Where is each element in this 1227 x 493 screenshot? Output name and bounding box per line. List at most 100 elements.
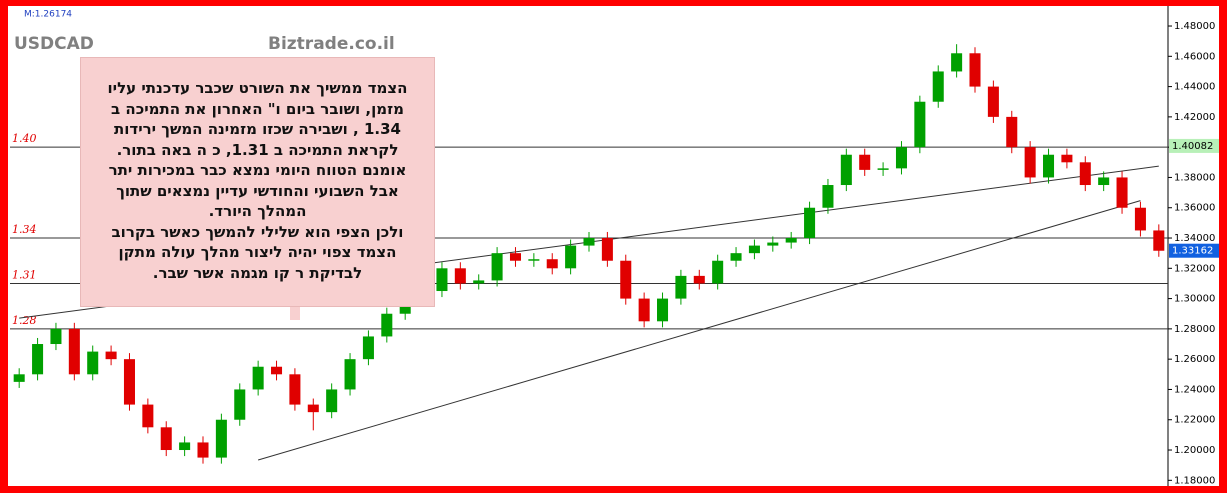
candle-body	[840, 154, 852, 186]
candle-body	[1024, 147, 1036, 178]
candle-body	[804, 207, 816, 239]
candle-body	[1098, 177, 1110, 186]
candle-body	[638, 298, 650, 322]
candle-body	[123, 359, 135, 405]
candle-body	[68, 328, 80, 375]
candle-body	[454, 268, 466, 284]
y-tick-label: 1.24000	[1174, 384, 1215, 395]
y-tick-label: 1.38000	[1174, 172, 1215, 183]
y-tick-label: 1.36000	[1174, 203, 1215, 214]
y-tick-label: 1.32000	[1174, 263, 1215, 274]
candle-body	[675, 275, 687, 299]
candle-body	[620, 260, 632, 299]
candle-body	[50, 328, 62, 345]
candle-body	[601, 238, 613, 261]
y-tick-label: 1.26000	[1174, 354, 1215, 365]
candle-body	[307, 404, 319, 413]
candle-body	[951, 53, 963, 72]
y-tick-label: 1.44000	[1174, 82, 1215, 93]
y-tick-label: 1.42000	[1174, 112, 1215, 123]
y-tick-label: 1.22000	[1174, 415, 1215, 426]
candle-body	[271, 366, 283, 375]
note-line: הצמד ממשיך את השורט שכבר עדכנתי עליו	[107, 79, 408, 97]
candle-body	[583, 238, 595, 246]
candle-body	[252, 366, 264, 390]
candle-body	[13, 374, 25, 382]
y-tick-label: 1.20000	[1174, 445, 1215, 456]
level-label: 1.34	[12, 223, 37, 236]
y-tick-label: 1.48000	[1174, 21, 1215, 32]
price-marker	[1169, 243, 1219, 258]
candle-body	[491, 253, 503, 281]
candle-body	[822, 185, 834, 208]
candle-body	[565, 245, 577, 269]
level-label: 1.31	[12, 268, 37, 281]
site-name: Biztrade.co.il	[268, 34, 395, 54]
info-label: M:1.26174	[24, 10, 72, 20]
candle-body	[105, 351, 117, 360]
candle-body	[914, 101, 926, 148]
candle-body	[1116, 177, 1128, 208]
y-tick-label: 1.34000	[1174, 233, 1215, 244]
candle-body	[344, 359, 356, 390]
candle-body	[1006, 116, 1018, 148]
candle-body	[473, 280, 485, 284]
candle-body	[326, 389, 338, 413]
price-marker	[1169, 138, 1219, 153]
y-tick-label: 1.18000	[1174, 475, 1215, 486]
candle-body	[179, 442, 191, 451]
price-marker-label: 1.33162	[1172, 246, 1213, 257]
candle-body	[215, 419, 227, 458]
y-tick-label: 1.28000	[1174, 324, 1215, 335]
candle-body	[693, 275, 705, 284]
candle-body	[748, 245, 760, 254]
level-label: 1.40	[12, 132, 37, 145]
candle-body	[767, 242, 779, 246]
note-tab	[290, 307, 300, 320]
candle-body	[987, 86, 999, 117]
candle-body	[877, 168, 889, 170]
price-marker-label: 1.40082	[1172, 141, 1213, 152]
note-line: מזמן, ושובר ביום ו" האחרון את התמיכה ב	[111, 99, 404, 118]
candle-body	[160, 427, 172, 451]
candle-body	[712, 260, 724, 284]
note-line: לבדיקת ר קו מגמה אשר שבר.	[152, 263, 363, 282]
note-line: אבל השבועי והחודשי עדיין נמצאים שתוך	[116, 181, 399, 200]
candle-body	[1134, 207, 1146, 231]
candle-body	[969, 53, 981, 87]
candle-body	[87, 351, 99, 375]
candle-body	[1043, 154, 1055, 178]
candle-body	[197, 442, 209, 458]
note-line: אומנם הטווח היומי נמצא כבר במכירות יתר	[108, 161, 407, 179]
candle-body	[436, 268, 448, 292]
candle-body	[546, 259, 558, 269]
y-tick-label: 1.30000	[1174, 294, 1215, 305]
candle-body	[142, 404, 154, 428]
note-line: המהלך היורד.	[208, 202, 307, 220]
y-tick-label: 1.46000	[1174, 51, 1215, 62]
candle-body	[528, 259, 540, 261]
candle-body	[932, 71, 944, 102]
note-line: ולכן הצפי הוא שלילי להמשך כאשר בקרוב	[111, 222, 404, 241]
candle-body	[1153, 230, 1165, 251]
candle-body	[234, 389, 246, 420]
candle-body	[859, 154, 871, 170]
candle-body	[509, 253, 521, 261]
candle-body	[32, 344, 44, 375]
candle-body	[289, 374, 301, 405]
candle-body	[362, 336, 374, 360]
candle-body	[381, 313, 393, 337]
trendline	[258, 200, 1141, 461]
note-box: הצמד ממשיך את השורט שכבר עדכנתי עליו מזמן…	[80, 57, 435, 307]
candle-body	[1079, 162, 1091, 186]
candle-body	[657, 298, 669, 322]
candle-body	[785, 238, 797, 243]
candle-body	[895, 147, 907, 169]
note-line: 1.34 , ושבירה שכזו מזמינה המשך ירידות	[113, 120, 401, 138]
symbol: USDCAD	[14, 34, 94, 54]
note-line: לקראת התמיכה ב 1.31, כ ה באה בתור.	[116, 140, 399, 159]
candle-body	[1061, 154, 1073, 163]
note-line: הצמד צפוי יהיה ליצור מהלך עולה מתקן	[118, 243, 397, 261]
candle-body	[730, 253, 742, 261]
